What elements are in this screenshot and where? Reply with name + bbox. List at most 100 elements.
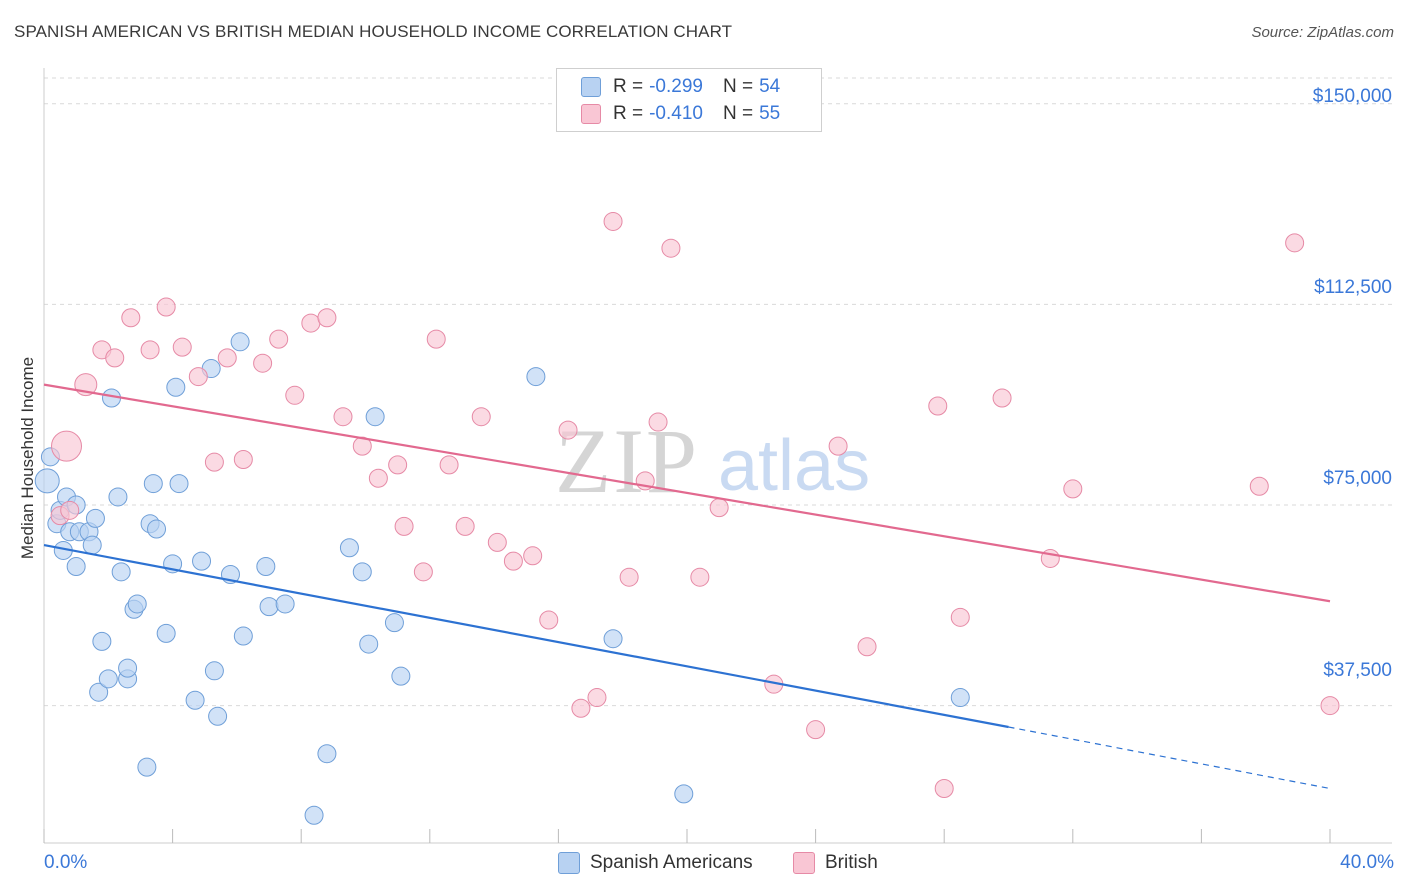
data-point-british: [301, 313, 321, 333]
data-point-spanish-americans: [156, 623, 176, 643]
data-point-british: [455, 516, 475, 536]
data-point-british: [1063, 479, 1083, 499]
bottom-legend-label: British: [825, 852, 878, 873]
data-point-spanish-americans: [230, 332, 250, 352]
data-point-spanish-americans: [108, 487, 128, 507]
data-point-spanish-americans: [304, 805, 324, 825]
x-tick-label-min: 0.0%: [44, 852, 88, 873]
data-point-british: [217, 348, 237, 368]
legend-r-label: R =: [613, 76, 644, 97]
data-point-spanish-americans: [384, 613, 404, 633]
data-point-spanish-americans: [352, 562, 372, 582]
legend-swatch-pink: [581, 104, 601, 124]
bottom-legend-label: Spanish Americans: [590, 852, 753, 873]
y-tick-label: $112,500: [1314, 277, 1392, 298]
data-point-british: [471, 407, 491, 427]
data-point-british: [253, 353, 273, 373]
data-point-spanish-americans: [118, 658, 138, 678]
data-point-british: [1285, 233, 1305, 253]
data-point-spanish-americans: [317, 744, 337, 764]
data-point-spanish-americans: [82, 535, 102, 555]
source-label: Source: ZipAtlas.com: [1251, 24, 1394, 41]
data-point-british: [857, 637, 877, 657]
legend-r-label: R =: [613, 103, 644, 124]
y-tick-label: $37,500: [1323, 660, 1392, 681]
data-point-spanish-americans: [143, 474, 163, 494]
data-point-spanish-americans: [208, 706, 228, 726]
bottom-legend-swatch-blue: [558, 852, 580, 874]
bottom-legend-spanish-americans: Spanish Americans: [558, 852, 753, 874]
data-point-british: [806, 720, 826, 740]
data-point-spanish-americans: [256, 556, 276, 576]
data-point-spanish-americans: [526, 367, 546, 387]
data-point-spanish-americans: [66, 556, 86, 576]
data-point-british: [317, 308, 337, 328]
data-point-british: [105, 348, 125, 368]
data-point-british: [156, 297, 176, 317]
data-point-british: [619, 567, 639, 587]
data-point-british: [1249, 476, 1269, 496]
data-point-british: [388, 455, 408, 475]
data-point-british: [188, 367, 208, 387]
legend-swatch-blue: [581, 77, 601, 97]
data-point-british: [523, 546, 543, 566]
data-point-spanish-americans: [233, 626, 253, 646]
data-point-spanish-americans: [275, 594, 295, 614]
data-point-british: [587, 688, 607, 708]
data-point-british: [368, 468, 388, 488]
data-point-spanish-americans: [111, 562, 131, 582]
chart-title: SPANISH AMERICAN VS BRITISH MEDIAN HOUSE…: [14, 22, 733, 41]
data-point-british: [233, 450, 253, 469]
data-point-british: [285, 385, 305, 405]
data-point-spanish-americans: [391, 666, 411, 686]
data-point-british: [269, 329, 289, 349]
data-point-british: [539, 610, 559, 630]
data-point-british: [140, 340, 160, 360]
data-point-british: [439, 455, 459, 475]
data-point-british: [172, 337, 192, 357]
data-point-spanish-americans: [98, 669, 118, 689]
data-point-spanish-americans: [603, 629, 623, 649]
data-point-british: [648, 412, 668, 432]
trend-line-british: [43, 383, 1331, 603]
data-point-spanish-americans: [85, 508, 105, 528]
legend-n-value: 54: [759, 76, 781, 97]
data-point-british: [828, 436, 848, 456]
data-point-british: [690, 567, 710, 587]
data-point-british: [558, 420, 578, 440]
data-point-spanish-americans: [950, 688, 970, 708]
data-point-british: [503, 551, 523, 571]
data-point-spanish-americans: [89, 682, 109, 702]
watermark-atlas: atlas: [718, 426, 870, 506]
data-point-spanish-americans: [192, 551, 212, 571]
data-point-spanish-americans: [185, 690, 205, 710]
data-point-british: [487, 532, 507, 552]
correlation-legend: R = -0.299 N = 54 R = -0.410 N = 55: [556, 68, 822, 132]
data-point-spanish-americans: [259, 597, 279, 617]
data-point-spanish-americans: [204, 661, 224, 681]
trend-line-spanish-americans: [43, 544, 1009, 729]
watermark-zip: ZIP: [555, 410, 699, 512]
data-point-spanish-americans: [169, 474, 189, 494]
data-point-spanish-americans: [147, 519, 167, 539]
x-tick-label-max: 40.0%: [1340, 852, 1394, 873]
data-point-british: [571, 698, 591, 718]
data-point-british: [928, 396, 948, 416]
data-point-british: [426, 329, 446, 349]
data-point-spanish-americans: [339, 538, 359, 558]
data-point-british: [709, 498, 729, 518]
data-point-spanish-americans: [92, 631, 112, 651]
legend-row-spanish-americans: R = -0.299 N = 54: [581, 74, 780, 100]
data-point-spanish-americans: [127, 594, 147, 614]
bottom-legend-swatch-pink: [793, 852, 815, 874]
data-point-british: [51, 430, 83, 462]
data-point-spanish-americans: [359, 634, 379, 654]
data-point-spanish-americans: [365, 407, 385, 427]
data-point-british: [950, 607, 970, 627]
legend-n-label: N =: [722, 76, 754, 97]
data-point-spanish-americans: [137, 757, 157, 777]
data-point-british: [204, 452, 224, 472]
legend-r-value: -0.410: [649, 103, 703, 124]
legend-r-value: -0.299: [649, 76, 703, 97]
